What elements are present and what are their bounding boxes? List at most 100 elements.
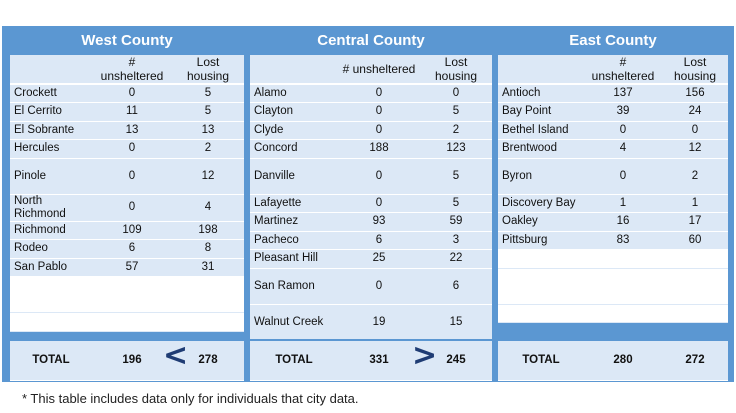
- lost-housing-cell: 0: [662, 121, 728, 140]
- table-row: Hercules 0 2: [10, 139, 244, 159]
- unsheltered-cell: 0: [92, 84, 172, 103]
- total-lost-housing: 272: [662, 339, 728, 381]
- city-cell: Lafayette: [250, 194, 338, 213]
- table-row: San Pablo 57 31: [10, 258, 244, 277]
- unsheltered-cell: 93: [338, 212, 420, 232]
- unsheltered-cell: [584, 249, 662, 269]
- table-row: [498, 304, 728, 323]
- lost-housing-cell: 12: [662, 139, 728, 159]
- city-cell: Pinole: [10, 158, 92, 195]
- unsheltered-cell: 25: [338, 249, 420, 269]
- city-cell: San Pablo: [10, 258, 92, 277]
- lost-housing-cell: [172, 312, 244, 332]
- total-unsheltered: 196: [92, 339, 172, 381]
- lost-housing-cell: 22: [420, 249, 492, 269]
- central-comparison-symbol: >: [412, 338, 438, 373]
- table-row: Pacheco 6 3: [250, 231, 492, 250]
- city-cell: Rodeo: [10, 239, 92, 259]
- city-cell: Bay Point: [498, 102, 584, 122]
- unsheltered-cell: 83: [584, 231, 662, 250]
- west-county-table: # unsheltered Lost housing Crockett 0 5 El …: [10, 55, 244, 332]
- lost-housing-cell: 156: [662, 84, 728, 103]
- total-unsheltered: 331: [338, 339, 420, 381]
- table-row: Lafayette 0 5: [250, 194, 492, 213]
- west-county-title: West County: [81, 32, 173, 49]
- city-cell: El Sobrante: [10, 121, 92, 140]
- unsheltered-cell: 13: [92, 121, 172, 140]
- table-row: Crockett 0 5: [10, 84, 244, 103]
- header-unsheltered: # unsheltered: [584, 55, 662, 85]
- lost-housing-cell: 123: [420, 139, 492, 159]
- table-row: Bethel Island 0 0: [498, 121, 728, 140]
- lost-housing-cell: 2: [172, 139, 244, 159]
- table-row: Walnut Creek 19 15: [250, 304, 492, 341]
- unsheltered-cell: 0: [92, 139, 172, 159]
- lost-housing-cell: [662, 268, 728, 305]
- unsheltered-cell: 6: [338, 231, 420, 250]
- header-lost-housing: Lost housing: [662, 55, 728, 85]
- city-cell: Pleasant Hill: [250, 249, 338, 269]
- table-row: [498, 249, 728, 269]
- unsheltered-cell: 4: [584, 139, 662, 159]
- header-blank: [10, 55, 92, 85]
- west-comparison-symbol: <: [163, 338, 189, 373]
- footnote: * This table includes data only for indi…: [22, 391, 359, 406]
- unsheltered-cell: 0: [338, 84, 420, 103]
- table-row: Pleasant Hill 25 22: [250, 249, 492, 269]
- city-cell: Crockett: [10, 84, 92, 103]
- city-cell: Clyde: [250, 121, 338, 140]
- table-row: Brentwood 4 12: [498, 139, 728, 159]
- west-total-row: TOTAL 196 278: [10, 339, 244, 381]
- lost-housing-cell: 198: [172, 221, 244, 240]
- unsheltered-cell: [92, 312, 172, 332]
- header-unsheltered: # unsheltered: [338, 55, 420, 85]
- lost-housing-cell: 3: [420, 231, 492, 250]
- central-county-title: Central County: [317, 32, 425, 49]
- table-row: Clayton 0 5: [250, 102, 492, 122]
- unsheltered-cell: 109: [92, 221, 172, 240]
- header-blank: [498, 55, 584, 85]
- city-cell: Brentwood: [498, 139, 584, 159]
- unsheltered-cell: [92, 276, 172, 313]
- lost-housing-cell: 8: [172, 239, 244, 259]
- table-row: Pinole 0 12: [10, 158, 244, 195]
- unsheltered-cell: 0: [338, 194, 420, 213]
- unsheltered-cell: [584, 268, 662, 305]
- city-cell: Pacheco: [250, 231, 338, 250]
- unsheltered-cell: 137: [584, 84, 662, 103]
- table-row: Byron 0 2: [498, 158, 728, 195]
- table-row: [10, 276, 244, 313]
- lost-housing-cell: 31: [172, 258, 244, 277]
- lost-housing-cell: [662, 249, 728, 269]
- table-row: El Sobrante 13 13: [10, 121, 244, 140]
- table-row: Rodeo 6 8: [10, 239, 244, 259]
- lost-housing-cell: 59: [420, 212, 492, 232]
- city-cell: Danville: [250, 158, 338, 195]
- lost-housing-cell: 12: [172, 158, 244, 195]
- unsheltered-cell: 57: [92, 258, 172, 277]
- total-label: TOTAL: [250, 339, 338, 381]
- header-unsheltered: # unsheltered: [92, 55, 172, 85]
- table-row: Antioch 137 156: [498, 84, 728, 103]
- city-cell: [10, 312, 92, 332]
- unsheltered-cell: 0: [584, 121, 662, 140]
- city-cell: North Richmond: [10, 194, 92, 222]
- unsheltered-cell: 11: [92, 102, 172, 122]
- lost-housing-cell: 17: [662, 212, 728, 232]
- city-cell: [498, 304, 584, 323]
- east-county-table: # unsheltered Lost housing Antioch 137 156…: [498, 55, 728, 323]
- unsheltered-cell: [584, 304, 662, 323]
- table-row: Concord 188 123: [250, 139, 492, 159]
- lost-housing-cell: 0: [420, 84, 492, 103]
- total-label: TOTAL: [10, 339, 92, 381]
- city-cell: Richmond: [10, 221, 92, 240]
- unsheltered-cell: 39: [584, 102, 662, 122]
- unsheltered-cell: 19: [338, 304, 420, 341]
- east-county-title: East County: [569, 32, 657, 49]
- lost-housing-cell: 5: [172, 102, 244, 122]
- lost-housing-cell: 1: [662, 194, 728, 213]
- city-cell: Antioch: [498, 84, 584, 103]
- table-row: Bay Point 39 24: [498, 102, 728, 122]
- table-row: Pittsburg 83 60: [498, 231, 728, 250]
- city-cell: Martinez: [250, 212, 338, 232]
